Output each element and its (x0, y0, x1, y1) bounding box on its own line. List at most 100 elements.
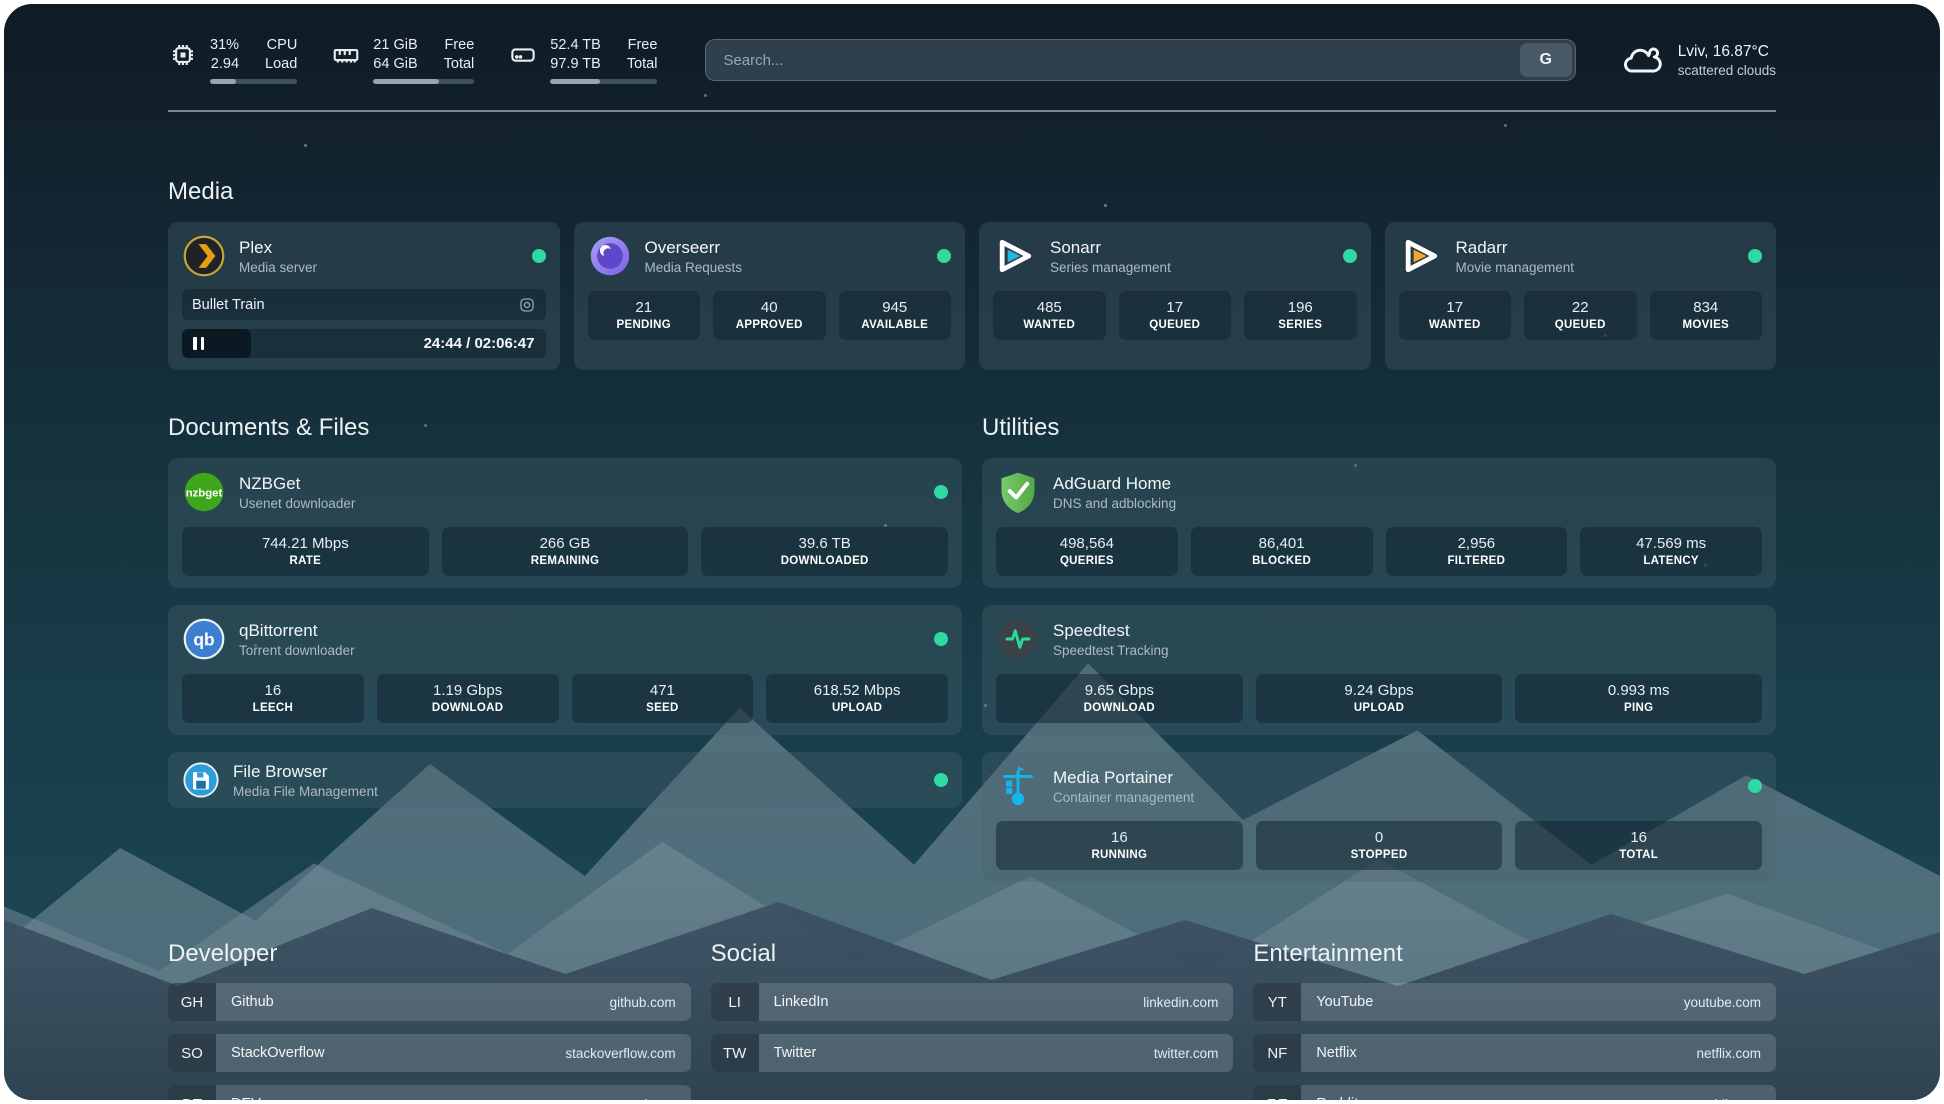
card-radarr[interactable]: Radarr Movie management 17 WANTED 22 QUE… (1384, 222, 1776, 371)
bookmark-group-developer: Developer GH Github github.com SO StackO… (168, 940, 691, 1100)
app-title: Radarr (1455, 237, 1508, 257)
stat-latency: 47.569 ms LATENCY (1580, 527, 1762, 577)
card-filebrowser[interactable]: File Browser Media File Management (168, 752, 962, 809)
stat-series: 196 SERIES (1244, 291, 1357, 341)
card-qbittorrent[interactable]: qb qBittorrent Torrent downloader (168, 605, 962, 736)
adguard-icon (996, 470, 1040, 514)
cpu-icon (168, 40, 198, 70)
memory-icon (331, 40, 361, 70)
bookmark-group-title: Developer (168, 940, 278, 968)
bookmark-name: StackOverflow (231, 1045, 325, 1062)
bookmark-github[interactable]: GH Github github.com (168, 983, 691, 1022)
app-title: qBittorrent (239, 620, 318, 640)
pause-icon[interactable] (193, 337, 204, 351)
nzbget-icon: nzbget (182, 470, 226, 514)
disk-progress-bar (550, 79, 658, 85)
svg-text:nzbget: nzbget (186, 488, 223, 500)
stat-remaining: 266 GB REMAINING (441, 527, 689, 577)
app-subtitle: Speedtest Tracking (1053, 642, 1169, 658)
section-title-utilities: Utilities (982, 414, 1060, 442)
weather-widget: Lviv, 16.87°C scattered clouds (1620, 38, 1776, 82)
card-plex[interactable]: Plex Media server Bullet Train (168, 222, 560, 371)
bookmark-name: Reddit (1316, 1096, 1358, 1100)
bookmark-abbr: RE (1253, 1085, 1302, 1100)
bookmark-abbr: DT (168, 1085, 216, 1100)
weather-location-temp: Lviv, 16.87°C (1677, 42, 1769, 60)
memory-widget: 21 GiB Free 64 GiB Total (331, 36, 475, 85)
cpu-load-value: 2.94 (210, 56, 240, 73)
bookmark-url: netflix.com (1696, 1045, 1761, 1061)
weather-condition: scattered clouds (1677, 62, 1776, 78)
bookmark-stackoverflow[interactable]: SO StackOverflow stackoverflow.com (168, 1034, 691, 1073)
status-dot (934, 485, 948, 500)
section-media: Media Plex Media server (168, 178, 1776, 371)
app-title: Sonarr (1050, 237, 1102, 257)
card-sonarr[interactable]: Sonarr Series management 485 WANTED 17 Q… (979, 222, 1371, 371)
stat-download: 1.19 Gbps DOWNLOAD (376, 674, 559, 724)
search-provider-button[interactable]: G (1519, 43, 1572, 78)
app-title: Speedtest (1053, 620, 1130, 640)
bookmark-abbr: GH (168, 983, 216, 1022)
bookmark-netflix[interactable]: NF Netflix netflix.com (1253, 1034, 1776, 1073)
stat-stopped: 0 STOPPED (1255, 821, 1503, 871)
bookmark-linkedin[interactable]: LI LinkedIn linkedin.com (710, 983, 1234, 1022)
bookmark-reddit[interactable]: RE Reddit reddit.com (1253, 1085, 1776, 1100)
disk-free-label: Free (627, 37, 658, 53)
bookmark-group-social: Social LI LinkedIn linkedin.com TW Twitt… (710, 940, 1234, 1100)
search-input[interactable] (709, 51, 1520, 69)
playback-progress-bar: 24:44 / 02:06:47 (182, 329, 546, 359)
radarr-icon (1399, 234, 1443, 278)
bookmark-youtube[interactable]: YT YouTube youtube.com (1253, 983, 1776, 1022)
card-overseerr[interactable]: Overseerr Media Requests 21 PENDING 40 A… (573, 222, 965, 371)
card-nzbget[interactable]: nzbget NZBGet Usenet downloader 74 (168, 458, 962, 589)
bookmark-url: twitter.com (1153, 1045, 1219, 1061)
dashboard-window: 31% CPU 2.94 Load (4, 4, 1940, 1100)
bookmark-abbr: NF (1253, 1034, 1302, 1073)
app-title: AdGuard Home (1053, 473, 1172, 493)
app-title: File Browser (233, 761, 328, 781)
bookmark-group-entertainment: Entertainment YT YouTube youtube.com NF … (1253, 940, 1776, 1100)
overseerr-icon (588, 234, 632, 278)
stat-available: 945 AVAILABLE (838, 291, 951, 341)
status-dot (1342, 249, 1357, 264)
card-speedtest[interactable]: Speedtest Speedtest Tracking 9.65 Gbps D… (982, 605, 1776, 736)
bookmark-name: Github (231, 994, 274, 1011)
status-dot (531, 249, 546, 264)
stat-wanted: 485 WANTED (993, 291, 1106, 341)
memory-total-label: Total (443, 56, 475, 73)
card-adguard[interactable]: AdGuard Home DNS and adblocking 498,564 … (982, 458, 1776, 589)
app-subtitle: Series management (1050, 259, 1171, 275)
stat-leech: 16 LEECH (182, 674, 364, 724)
speedtest-icon (996, 617, 1040, 661)
qbittorrent-icon: qb (182, 617, 226, 661)
bookmark-url: stackoverflow.com (565, 1045, 676, 1061)
stat-queries: 498,564 QUERIES (996, 527, 1178, 577)
status-dot (934, 773, 948, 788)
app-title: NZBGet (239, 473, 301, 493)
cpu-usage-label: CPU (266, 37, 298, 53)
stat-queued: 17 QUEUED (1118, 291, 1231, 341)
app-title: Media Portainer (1053, 767, 1174, 787)
stat-wanted: 17 WANTED (1398, 291, 1511, 341)
card-portainer[interactable]: Media Portainer Container management 16 … (982, 752, 1776, 883)
bookmark-abbr: SO (168, 1034, 216, 1073)
status-dot (1748, 249, 1762, 264)
stat-blocked: 86,401 BLOCKED (1190, 527, 1373, 577)
bookmark-name: DEV (231, 1096, 261, 1100)
status-dot (937, 249, 951, 264)
plex-icon (182, 234, 226, 278)
cpu-load-label: Load (265, 56, 298, 73)
video-record-icon (518, 296, 536, 314)
stat-seed: 471 SEED (571, 674, 754, 724)
stat-downloaded: 39.6 TB DOWNLOADED (701, 527, 949, 577)
bookmark-twitter[interactable]: TW Twitter twitter.com (710, 1034, 1234, 1073)
app-subtitle: Media Requests (644, 259, 743, 275)
search-bar: G (705, 39, 1576, 82)
now-playing-title: Bullet Train (192, 296, 265, 313)
stat-upload: 9.24 Gbps UPLOAD (1255, 674, 1503, 724)
bookmark-url: reddit.com (1698, 1097, 1761, 1100)
bookmark-dev[interactable]: DT DEV dev.to (168, 1085, 691, 1100)
stat-approved: 40 APPROVED (713, 291, 826, 341)
topbar-divider (168, 110, 1776, 113)
app-subtitle: Media File Management (233, 783, 378, 799)
